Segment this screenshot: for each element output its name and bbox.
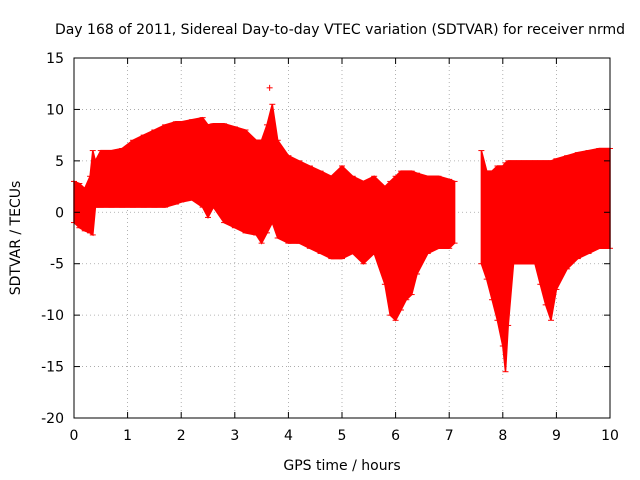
y-tick-labels: -20 -15 -10 -5 0 5 10 15 [41,51,64,427]
x-tick-label: 5 [338,428,347,444]
y-tick-label: -10 [41,308,64,324]
x-tick-label: 0 [70,428,79,444]
x-tick-label: 1 [123,428,132,444]
x-tick-label: 4 [284,428,293,444]
y-tick-label: 15 [46,51,64,67]
x-tick-label: 3 [230,428,239,444]
x-tick-label: 9 [552,428,561,444]
x-tick-label: 8 [498,428,507,444]
data-layer [71,84,613,373]
y-axis-title: SDTVAR / TECUs [8,181,24,296]
y-tick-label: 0 [55,205,64,221]
x-tick-label: 10 [601,428,619,444]
chart-title: Day 168 of 2011, Sidereal Day-to-day VTE… [55,22,625,38]
x-tick-label: 2 [177,428,186,444]
x-axis-title: GPS time / hours [283,458,400,474]
y-tick-label: -15 [41,360,64,376]
x-tick-labels: 0 1 2 3 4 5 6 7 8 9 10 [70,428,619,444]
ticks [73,57,611,419]
x-tick-label: 7 [445,428,454,444]
y-tick-label: -5 [50,257,64,273]
x-tick-label: 6 [391,428,400,444]
y-tick-label: 5 [55,154,64,170]
y-tick-label: -20 [41,411,64,427]
y-tick-label: 10 [46,102,64,118]
